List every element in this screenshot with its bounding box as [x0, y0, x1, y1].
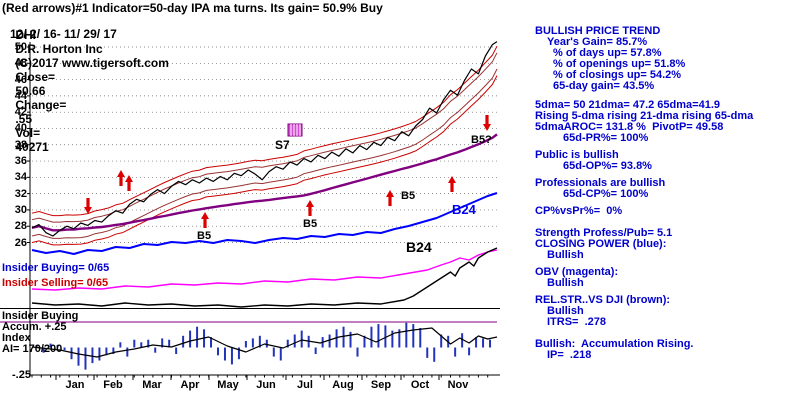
ai-panel-label-4: AI= 170/200 — [2, 343, 63, 355]
date-range: 12/ 2/ 16- 11/ 29/ 17 — [10, 27, 117, 41]
panel-line: ITRS= .278 — [547, 316, 607, 328]
volume-label: Vol= — [15, 126, 41, 140]
close-value: 50.66 — [15, 84, 46, 98]
panel-line: Bullish — [547, 277, 584, 289]
sell-arrow-icon — [84, 198, 92, 214]
change-label: Change= — [15, 98, 67, 112]
change-value: .55 — [15, 112, 33, 126]
buy-arrow-icon — [117, 170, 125, 186]
panel-line: Rising 5-dma rising 21-dma rising 65-dma — [535, 110, 754, 122]
indicator-header: (Red arrows)#1 Indicator=50-day IPA ma t… — [2, 1, 383, 15]
sell-arrow-icon — [483, 115, 491, 131]
ticker-symbol: DHI — [15, 28, 37, 42]
close-label: Close= — [15, 70, 56, 84]
panel-line: CLOSING POWER (blue): — [535, 238, 667, 250]
panel-line: % of days up= 57.8% — [553, 47, 662, 59]
panel-line: Public is bullish — [535, 149, 619, 161]
panel-line: Bullish: Accumulation Rising. — [535, 338, 694, 350]
panel-line: % of openings up= 51.8% — [553, 58, 686, 70]
company-name: D.R. Horton Inc — [15, 42, 103, 56]
quote-line: DHI D.R. Horton Inc (C)2017 www.tigersof… — [2, 14, 195, 168]
panel-line: Bullish — [547, 249, 584, 261]
panel-line: 65d-PR%= 100% — [563, 132, 649, 144]
panel-line: OBV (magenta): — [535, 266, 619, 278]
panel-line: CP%vsPr%= 0% — [535, 205, 623, 217]
copyright-text: (C)2017 www.tigersoft.com — [15, 56, 169, 70]
analysis-panel: BULLISH PRICE TREND Year's Gain= 85.7%% … — [535, 26, 798, 361]
buy-arrow-icon — [306, 200, 314, 216]
panel-line: Professionals are bullish — [535, 177, 666, 189]
panel-line: REL.STR..VS DJI (brown): — [535, 294, 671, 306]
panel-line: 65d-OP%= 93.8% — [563, 160, 652, 172]
buy-arrow-icon — [201, 212, 209, 228]
panel-title: BULLISH PRICE TREND — [535, 25, 661, 37]
panel-line: 5dma= 50 21dma= 47.2 65dma=41.9 — [535, 99, 720, 111]
insider-selling-count: Insider Selling= 0/65 — [2, 277, 109, 289]
panel-line: Bullish — [547, 305, 584, 317]
ai-neg-scale-label: -.25 — [12, 369, 31, 381]
panel-line: % of closings up= 54.2% — [553, 69, 682, 81]
panel-line: 65d-CP%= 100% — [563, 188, 649, 200]
panel-lines: Year's Gain= 85.7%% of days up= 57.8%% o… — [535, 37, 798, 361]
panel-line: Strength Profess/Pub= 5.1 — [535, 227, 673, 239]
panel-line: Year's Gain= 85.7% — [547, 36, 648, 48]
ai-panel-label-2: Accum. +.25 — [2, 321, 67, 333]
panel-line: 65-day gain= 43.5% — [553, 80, 655, 92]
volume-value: 40271 — [15, 140, 49, 154]
panel-line: IP= .218 — [547, 349, 592, 361]
buy-arrow-icon — [386, 190, 394, 206]
panel-line: 5dmaAROC= 131.8 % PivotP= 49.58 — [535, 121, 724, 133]
buy-arrow-icon — [448, 176, 456, 192]
buy-arrow-icon — [125, 175, 133, 191]
ai-panel-label-1: Insider Buying — [2, 310, 79, 322]
ai-panel-label-3: Index — [2, 332, 31, 344]
insider-buying-count: Insider Buying= 0/65 — [2, 262, 110, 274]
